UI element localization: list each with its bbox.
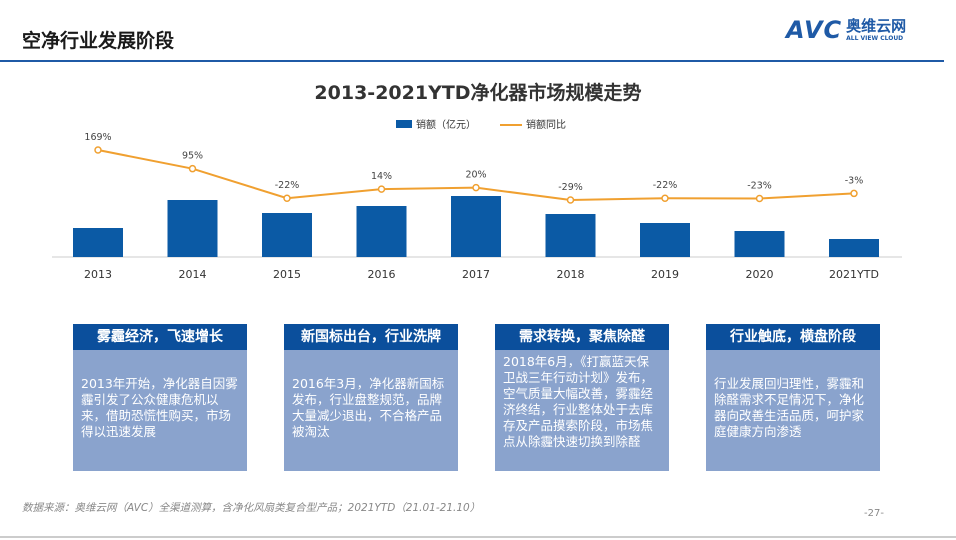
data-label: -22% bbox=[275, 180, 300, 191]
growth-point bbox=[755, 194, 764, 203]
x-tick-label: 2013 bbox=[84, 268, 112, 281]
bar bbox=[640, 223, 690, 257]
legend-line: 销额同比 bbox=[500, 116, 566, 131]
growth-point bbox=[283, 194, 291, 202]
page-title: 空净行业发展阶段 bbox=[22, 30, 175, 52]
growth-point bbox=[188, 164, 197, 173]
data-label: 95% bbox=[182, 151, 203, 162]
x-tick-label: 2019 bbox=[651, 268, 679, 281]
bar bbox=[356, 206, 407, 257]
bar bbox=[73, 228, 123, 257]
stage-text: 2016年3月，净化器新国标发布，行业盘整规范，品牌大量减少退出，不合格产品被淘… bbox=[292, 376, 445, 439]
stage-text: 行业发展回归理性，雾霾和除醛需求不足情况下，净化器向改善生活品质，呵护家庭健康方… bbox=[714, 376, 865, 439]
stage-text: 2018年6月，《打赢蓝天保卫战三年行动计划》发布，空气质量大幅改善，雾霾经济终… bbox=[503, 354, 654, 449]
stage-box-3: 需求转换，聚焦除醛 2018年6月，《打赢蓝天保卫战三年行动计划》发布，空气质量大… bbox=[495, 324, 669, 471]
stage-title: 新国标出台，行业洗牌 bbox=[284, 324, 458, 350]
bar bbox=[545, 214, 596, 257]
growth-point bbox=[850, 189, 858, 198]
data-label: -3% bbox=[845, 175, 864, 186]
stage-text: 2013年开始，净化器自因雾霾引发了公众健康危机以来，借助恐慌性购买，市场得以迅… bbox=[81, 376, 238, 439]
data-label: 14% bbox=[371, 171, 392, 182]
data-source: 数据来源：奥维云网（AVC）全渠道测算，含净化风扇类复合型产品；2021YTD（… bbox=[22, 502, 481, 514]
chart-title: 2013-2021YTD净化器市场规模走势 bbox=[314, 82, 642, 104]
x-tick-label: 2016 bbox=[368, 268, 396, 281]
data-label: -23% bbox=[747, 180, 772, 191]
stage-title: 雾霾经济，飞速增长 bbox=[73, 324, 247, 350]
growth-point bbox=[94, 146, 102, 154]
footer-divider bbox=[0, 536, 956, 538]
stage-box-4: 行业触底，横盘阶段行业发展回归理性，雾霾和除醛需求不足情况下，净化器向改善生活品… bbox=[706, 324, 880, 471]
growth-point bbox=[566, 196, 575, 204]
stage-box-2: 新国标出台，行业洗牌 2016年3月，净化器新国标发布，行业盘整规范，品牌大量减少… bbox=[284, 324, 458, 471]
data-label: 169% bbox=[84, 132, 111, 143]
bar bbox=[451, 196, 501, 257]
x-tick-label: 2014 bbox=[179, 268, 207, 281]
stage-title: 行业触底，横盘阶段 bbox=[706, 324, 880, 350]
x-tick-label: 2015 bbox=[273, 268, 301, 281]
stage-title: 需求转换，聚焦除醛 bbox=[495, 324, 669, 350]
bar bbox=[262, 213, 312, 257]
x-tick-label: 2018 bbox=[557, 268, 585, 281]
stage-box-1: 雾霾经济，飞速增长 2013年开始，净化器自因雾霾引发了公众健康危机以来，借助恐慌… bbox=[73, 324, 247, 471]
bar bbox=[829, 239, 879, 257]
x-tick-label: 2021YTD bbox=[829, 268, 879, 281]
page-number: -27- bbox=[864, 508, 884, 519]
avc-logo: AVC 奥维云网 ALL VIEW CLOUD bbox=[786, 16, 907, 44]
header-divider bbox=[0, 60, 944, 62]
data-label: 20% bbox=[465, 170, 486, 181]
data-label: -22% bbox=[653, 180, 678, 191]
x-tick-label: 2020 bbox=[746, 268, 774, 281]
bar bbox=[167, 200, 218, 257]
growth-point bbox=[661, 194, 669, 202]
x-tick-label: 2017 bbox=[462, 268, 490, 281]
bar bbox=[734, 231, 785, 257]
growth-point bbox=[472, 183, 480, 192]
legend-bar: 销额（亿元） bbox=[396, 116, 476, 131]
growth-point bbox=[377, 185, 386, 193]
chart: 2013 2014 2015 2016 2017 2018 2019 2020 2021YTD 1… bbox=[52, 132, 902, 281]
data-label: -29% bbox=[558, 182, 583, 193]
legend: 销额（亿元） 销额同比 bbox=[396, 116, 566, 131]
